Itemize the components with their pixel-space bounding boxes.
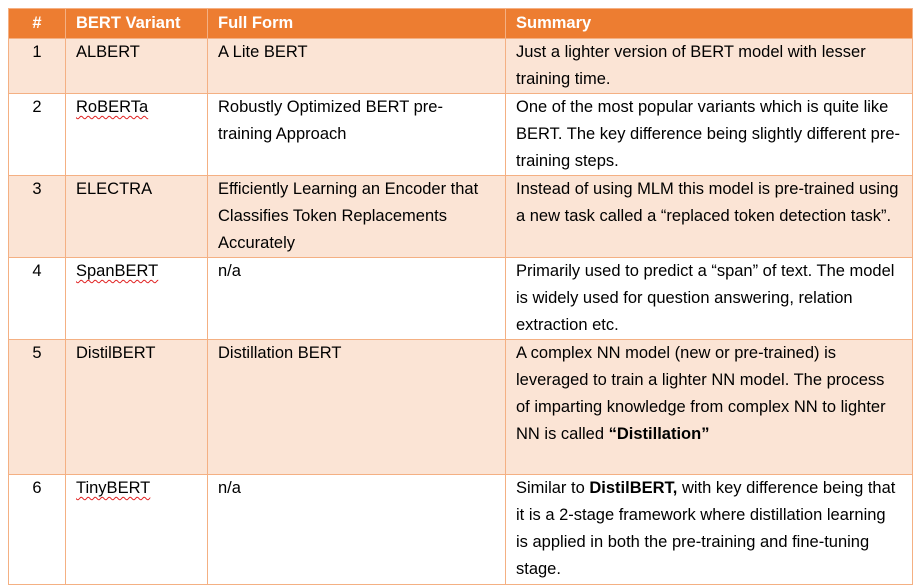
variant-cell: RoBERTa [65,93,208,176]
table-row: 1 ALBERT A Lite BERT Just a lighter version… [8,38,913,94]
summary-cell: One of the most popular variants which i… [505,93,913,176]
summary-text: Primarily used to predict a “span” of te… [516,262,895,334]
summary-text: “Distillation” [608,425,710,443]
row-number: 1 [8,38,66,94]
row-number: 3 [8,175,66,258]
header-cell: Full Form [207,8,506,39]
variant-cell: TinyBERT [65,474,208,585]
full-form: A Lite BERT [207,38,506,94]
summary-text: One of the most popular variants which i… [516,98,900,170]
summary-text: DistilBERT, [589,479,678,497]
variant-name: DistilBERT [76,344,156,362]
variant-name: ALBERT [76,43,140,61]
table-row: 3 ELECTRA Efficiently Learning an Encoder … [8,175,913,258]
header-cell: # [8,8,66,39]
summary-cell: A complex NN model (new or pre-trained) … [505,339,913,475]
summary-cell: Just a lighter version of BERT model wit… [505,38,913,94]
variant-name: TinyBERT [76,479,151,497]
row-number: 6 [8,474,66,585]
summary-text: A complex NN model (new or pre-trained) … [516,344,886,443]
variant-name: SpanBERT [76,262,159,280]
summary-text: Just a lighter version of BERT model wit… [516,43,866,88]
variant-name: RoBERTa [76,98,149,116]
variant-cell: SpanBERT [65,257,208,340]
variant-cell: ALBERT [65,38,208,94]
header-row: # BERT Variant Full Form Summary [8,8,913,39]
header-cell: Summary [505,8,913,39]
summary-cell: Similar to DistilBERT, with key differen… [505,474,913,585]
row-number: 4 [8,257,66,340]
full-form: Distillation BERT [207,339,506,475]
table-row: 2 RoBERTa Robustly Optimized BERT pre-trai… [8,93,913,176]
variant-cell: ELECTRA [65,175,208,258]
full-form: Robustly Optimized BERT pre-training App… [207,93,506,176]
full-form: Efficiently Learning an Encoder that Cla… [207,175,506,258]
variants-table: # BERT Variant Full Form Summary 1 ALBERT A L… [8,8,913,585]
variant-name: ELECTRA [76,180,153,198]
table-row: 5 DistilBERT Distillation BERT A complex NN… [8,339,913,475]
summary-cell: Primarily used to predict a “span” of te… [505,257,913,340]
full-form: n/a [207,257,506,340]
full-form: n/a [207,474,506,585]
summary-text: Instead of using MLM this model is pre-t… [516,180,899,225]
row-number: 2 [8,93,66,176]
table-row: 4 SpanBERT n/a Primarily used to predict a … [8,257,913,340]
row-number: 5 [8,339,66,475]
summary-text: with key difference being that it is a 2… [516,479,896,578]
summary-cell: Instead of using MLM this model is pre-t… [505,175,913,258]
summary-text: Similar to [516,479,590,497]
header-cell: BERT Variant [65,8,208,39]
table-row: 6 TinyBERT n/a Similar to DistilBERT, with … [8,474,913,585]
variant-cell: DistilBERT [65,339,208,475]
